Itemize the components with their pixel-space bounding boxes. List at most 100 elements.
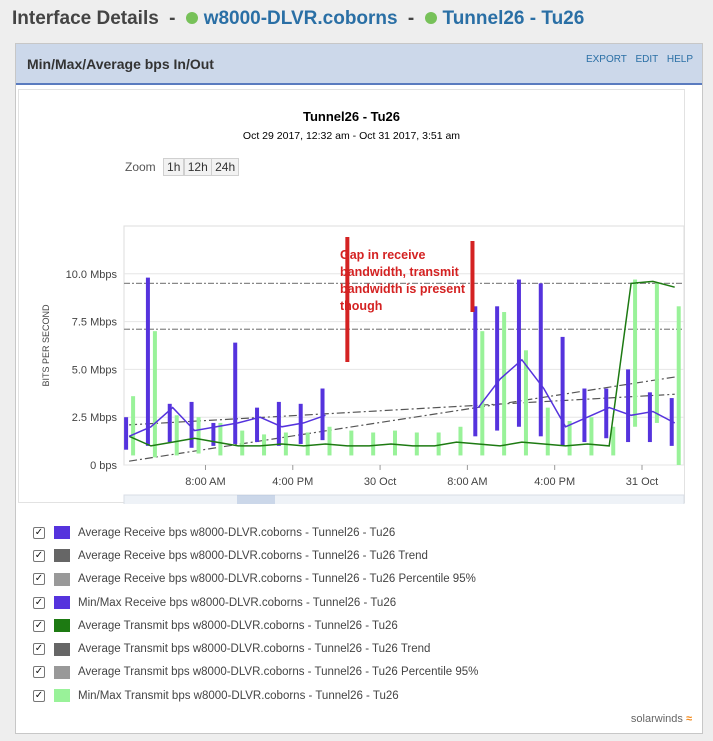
receive-minmax-bar — [589, 417, 594, 456]
legend-swatch — [54, 526, 70, 540]
receive-minmax-bar — [633, 279, 638, 427]
x-tick-label: 30 Oct — [364, 476, 396, 488]
y-tick-label: 10.0 Mbps — [66, 269, 118, 281]
transmit-minmax-bar — [626, 369, 631, 443]
receive-minmax-bar — [349, 430, 354, 456]
checkbox-checked-icon[interactable]: ✓ — [33, 596, 45, 609]
edit-link[interactable]: EDIT — [635, 54, 659, 65]
transmit-minmax-bar — [516, 279, 521, 427]
transmit-minmax-bar — [495, 306, 500, 431]
receive-minmax-bar — [414, 432, 419, 456]
legend-swatch — [54, 572, 70, 586]
x-tick-label: 4:00 PM — [272, 476, 313, 488]
checkbox-checked-icon[interactable]: ✓ — [33, 643, 45, 656]
legend-label: Average Transmit bps w8000-DLVR.coborns … — [78, 643, 431, 656]
panel-header: Min/Max/Average bps In/Out EXPORT EDIT H… — [16, 44, 702, 85]
receive-minmax-bar — [458, 426, 463, 456]
title-separator-2: - — [407, 8, 415, 29]
receive-minmax-bar — [502, 312, 507, 456]
receive-minmax-bar — [305, 432, 310, 456]
receive-minmax-bar — [523, 350, 528, 456]
transmit-minmax-bar — [604, 388, 609, 439]
transmit-minmax-bar — [167, 403, 172, 443]
panel-actions: EXPORT EDIT HELP — [580, 54, 693, 65]
legend-item[interactable]: ✓ Average Receive bps w8000-DLVR.coborns … — [33, 544, 673, 567]
transmit-minmax-bar — [320, 388, 325, 441]
legend-item[interactable]: ✓ Min/Max Receive bps w8000-DLVR.coborns … — [33, 591, 673, 614]
legend-label: Min/Max Receive bps w8000-DLVR.coborns -… — [78, 596, 397, 609]
legend-swatch — [54, 665, 70, 679]
legend: ✓ Average Receive bps w8000-DLVR.coborns … — [33, 521, 673, 707]
checkbox-checked-icon[interactable]: ✓ — [33, 549, 45, 562]
zoom-24h-button[interactable]: 24h — [211, 158, 240, 176]
chart-canvas: 0 bps 2.5 Mbps 5.0 Mbps 7.5 Mbps 10.0 Mbps BI… — [41, 225, 685, 504]
checkbox-checked-icon[interactable]: ✓ — [33, 689, 45, 702]
legend-item[interactable]: ✓ Average Transmit bps w8000-DLVR.coborns… — [33, 614, 673, 637]
transmit-minmax-bar — [211, 422, 216, 446]
legend-item[interactable]: ✓ Average Transmit bps w8000-DLVR.coborns… — [33, 637, 673, 660]
transmit-average-line — [128, 280, 675, 447]
annotation-marker — [470, 241, 475, 312]
help-link[interactable]: HELP — [666, 54, 693, 65]
legend-label: Average Receive bps w8000-DLVR.coborns -… — [78, 526, 396, 539]
receive-minmax-bar — [436, 432, 441, 456]
transmit-minmax-bar — [233, 342, 238, 444]
x-tick-label: 8:00 AM — [185, 476, 225, 488]
receive-average-line — [128, 358, 676, 437]
node-status-icon — [185, 12, 198, 24]
receive-minmax-bar — [392, 430, 397, 456]
x-tick-label: 31 Oct — [626, 476, 658, 488]
zoom-label: Zoom — [125, 160, 156, 174]
transmit-minmax-bar — [276, 401, 281, 446]
legend-item[interactable]: ✓ Min/Max Transmit bps w8000-DLVR.coborns… — [33, 684, 673, 707]
transmit-minmax-bar — [255, 407, 260, 443]
checkbox-checked-icon[interactable]: ✓ — [33, 666, 45, 679]
legend-swatch — [54, 642, 70, 656]
node-link[interactable]: w8000-DLVR.coborns — [203, 8, 398, 29]
title-separator: - — [169, 8, 176, 29]
legend-swatch — [54, 549, 70, 563]
transmit-minmax-bar — [124, 417, 129, 450]
legend-swatch — [54, 689, 70, 703]
solarwinds-logo: solarwinds ≈ — [630, 713, 692, 725]
receive-minmax-bar — [545, 407, 550, 456]
page-title: Interface Details — [12, 8, 159, 29]
receive-minmax-bar — [371, 432, 376, 456]
export-link[interactable]: EXPORT — [585, 54, 627, 65]
chart-title: Tunnel26 - Tu26 — [302, 109, 401, 124]
receive-minmax-bar — [218, 422, 223, 456]
navigator-selection — [237, 495, 275, 504]
interface-status-icon — [424, 12, 437, 24]
chart-subtitle: Oct 29 2017, 12:32 am - Oct 31 2017, 3:5… — [242, 130, 461, 142]
legend-item[interactable]: ✓ Average Transmit bps w8000-DLVR.coborns… — [33, 661, 673, 684]
y-tick-label: 5.0 Mbps — [72, 364, 118, 376]
receive-minmax-bar — [240, 430, 245, 456]
receive-minmax-bar — [131, 396, 136, 456]
legend-label: Average Receive bps w8000-DLVR.coborns -… — [78, 549, 428, 562]
y-axis-title: BITS PER SECOND — [41, 304, 51, 387]
zoom-1h-button[interactable]: 1h — [163, 158, 185, 176]
checkbox-checked-icon[interactable]: ✓ — [33, 619, 45, 632]
legend-item[interactable]: ✓ Average Receive bps w8000-DLVR.coborns … — [33, 521, 673, 544]
zoom-12h-button[interactable]: 12h — [183, 158, 212, 176]
legend-item[interactable]: ✓ Average Receive bps w8000-DLVR.coborns … — [33, 568, 673, 591]
y-tick-label: 2.5 Mbps — [72, 412, 118, 424]
transmit-minmax-bar — [189, 401, 194, 448]
receive-minmax-bar — [567, 421, 572, 456]
legend-label: Average Transmit bps w8000-DLVR.coborns … — [78, 666, 479, 679]
solarwinds-logo-icon: ≈ — [685, 713, 692, 725]
checkbox-checked-icon[interactable]: ✓ — [33, 573, 45, 586]
receive-minmax-bar — [611, 426, 616, 456]
chart-panel: Min/Max/Average bps In/Out EXPORT EDIT H… — [15, 43, 703, 734]
x-tick-label: 4:00 PM — [534, 476, 575, 488]
legend-swatch — [54, 596, 70, 610]
x-tick-label: 8:00 AM — [447, 476, 487, 488]
legend-label: Min/Max Transmit bps w8000-DLVR.coborns … — [78, 689, 399, 702]
panel-title: Min/Max/Average bps In/Out — [27, 56, 214, 72]
transmit-minmax-bar — [473, 306, 478, 437]
legend-swatch — [54, 619, 70, 633]
transmit-minmax-bar — [582, 388, 587, 443]
interface-link[interactable]: Tunnel26 - Tu26 — [442, 8, 585, 29]
receive-minmax-bar — [654, 283, 659, 423]
checkbox-checked-icon[interactable]: ✓ — [33, 526, 45, 539]
